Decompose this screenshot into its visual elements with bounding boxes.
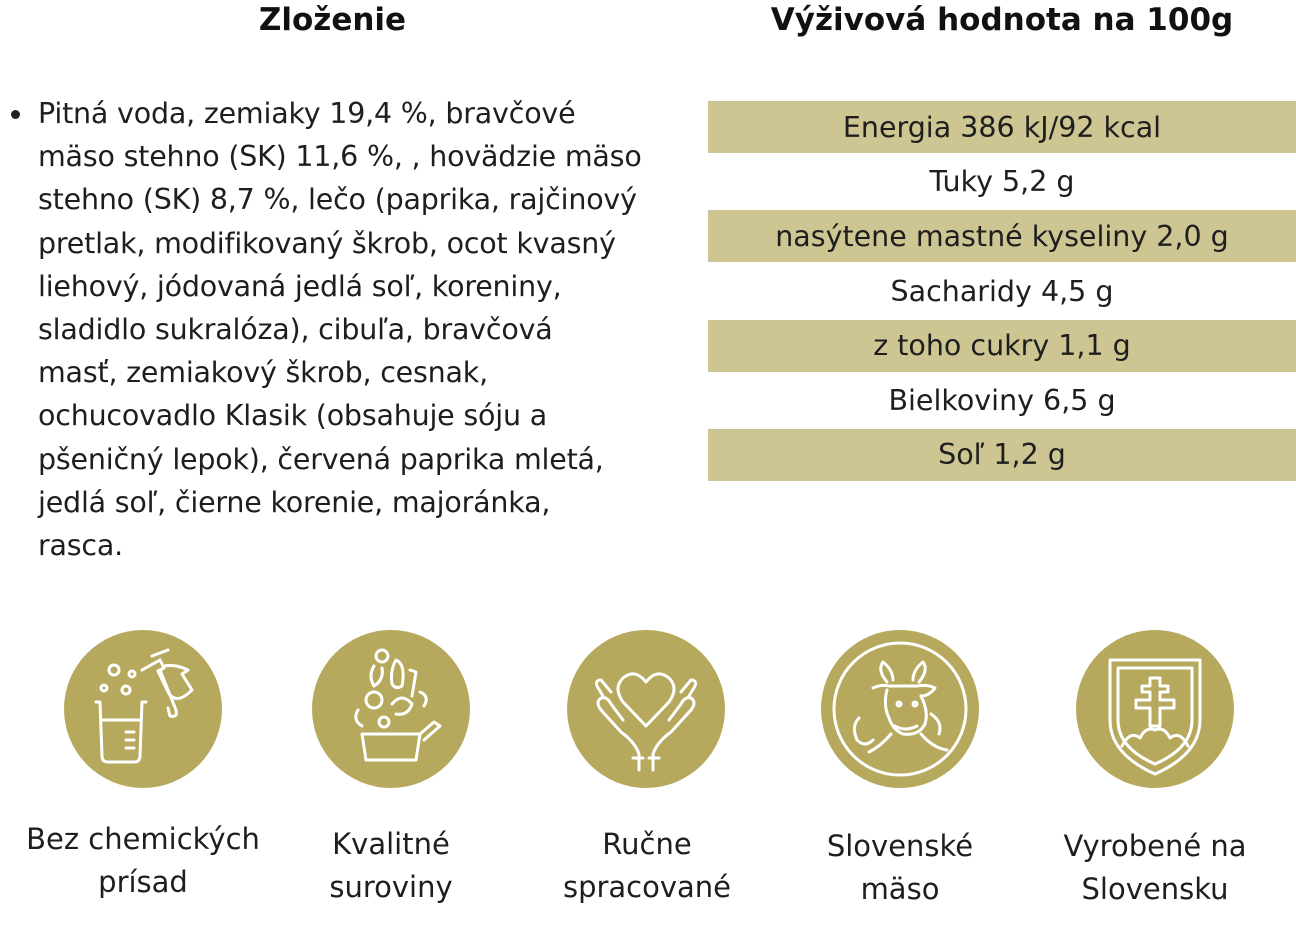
ingredients-line: rasca. xyxy=(38,529,124,563)
composition-heading: Zloženie xyxy=(258,2,407,38)
feature-label-line: suroviny xyxy=(329,870,453,904)
vegetables-icon xyxy=(312,630,470,788)
nutrition-row-sugars: z toho cukry 1,1 g xyxy=(708,319,1296,372)
nutrition-row-carbohydrates: Sacharidy 4,5 g xyxy=(890,274,1114,308)
nutrition-row-energy: Energia 386 kJ/92 kcal xyxy=(708,101,1296,154)
features-row: Bez chemických prísad Kvalitné suroviny xyxy=(0,630,1296,935)
ingredients-line: masť, zemiakový škrob, cesnak, xyxy=(38,356,488,390)
feature-label: Ručne spracované xyxy=(512,823,782,909)
ingredients-line: pšeničný lepok), červená paprika mletá, xyxy=(38,442,604,476)
ingredients-line: mäso stehno (SK) 11,6 %, , hovädzie mäso xyxy=(38,140,642,174)
slovak-coat-of-arms-icon xyxy=(1076,630,1234,788)
feature-label: Slovenské mäso xyxy=(765,825,1035,911)
feature-label-line: spracované xyxy=(562,870,732,904)
nutrition-row-saturated-fat: nasýtene mastné kyseliny 2,0 g xyxy=(708,210,1296,263)
bullet-icon xyxy=(11,110,20,119)
nutrition-row-salt: Soľ 1,2 g xyxy=(708,428,1296,481)
lab-flask-icon xyxy=(64,630,222,788)
feature-label-line: Slovenské xyxy=(826,829,974,863)
heart-hands-icon xyxy=(567,630,725,788)
feature-label-line: Slovensku xyxy=(1081,872,1229,906)
feature-label: Bez chemických prísad xyxy=(8,818,278,904)
ingredients-line: jedlá soľ, čierne korenie, majoránka, xyxy=(38,485,551,519)
ingredients-list: Pitná voda, zemiaky 19,4 %, bravčové mäs… xyxy=(8,92,688,567)
ingredients-line: pretlak, modifikovaný škrob, ocot kvasný xyxy=(38,226,616,260)
feature-label-line: Ručne xyxy=(602,827,692,861)
ingredients-line: sladidlo sukralóza), cibuľa, bravčová xyxy=(38,313,553,347)
ingredients-line: Pitná voda, zemiaky 19,4 %, bravčové xyxy=(38,97,576,130)
ingredients-line: liehový, jódovaná jedlá soľ, koreniny, xyxy=(38,269,562,303)
feature-label-line: Vyrobené na xyxy=(1063,829,1247,863)
ingredients-list-item: Pitná voda, zemiaky 19,4 %, bravčové mäs… xyxy=(8,92,688,567)
ingredients-line: ochucovadlo Klasik (obsahuje sóju a xyxy=(38,399,547,433)
feature-label-line: Bez chemických xyxy=(26,822,260,856)
feature-label-line: prísad xyxy=(98,865,188,899)
nutrition-row-fat: Tuky 5,2 g xyxy=(929,165,1075,199)
feature-label: Kvalitné suroviny xyxy=(256,823,526,909)
nutrition-row-protein: Bielkoviny 6,5 g xyxy=(888,383,1116,417)
feature-label-line: Kvalitné xyxy=(332,827,450,861)
cow-icon xyxy=(821,630,979,788)
feature-label-line: mäso xyxy=(860,872,940,906)
nutrition-heading: Výživová hodnota na 100g xyxy=(770,2,1234,38)
nutrition-table: Energia 386 kJ/92 kcal Tuky 5,2 g nasýte… xyxy=(708,100,1296,482)
ingredients-line: stehno (SK) 8,7 %, lečo (paprika, rajčin… xyxy=(38,183,637,217)
feature-label: Vyrobené na Slovensku xyxy=(1020,825,1290,911)
